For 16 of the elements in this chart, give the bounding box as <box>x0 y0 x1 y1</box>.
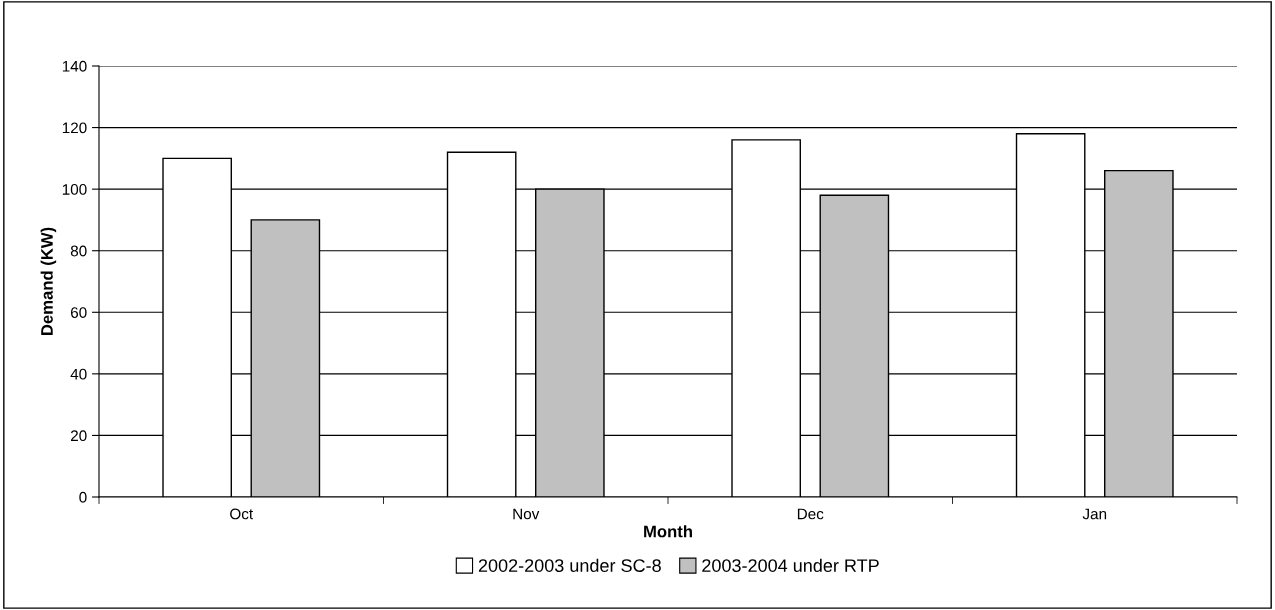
x-tick-label: Oct <box>230 508 254 520</box>
legend-label: 2002-2003 under SC-8 <box>478 558 661 572</box>
legend-label: 2003-2004 under RTP <box>702 558 879 572</box>
y-tick-label: 0 <box>79 491 87 503</box>
y-tick-label: 120 <box>62 122 87 134</box>
y-tick-label: 80 <box>70 245 87 257</box>
y-tick-label: 100 <box>62 184 87 195</box>
y-tick-label: 140 <box>62 60 87 72</box>
x-axis-title: Month <box>644 525 692 538</box>
y-axis-title: Demand (KW) <box>40 227 57 336</box>
x-tick-label: Nov <box>513 508 540 520</box>
y-tick-label: 20 <box>70 430 87 442</box>
y-tick-label: 40 <box>70 368 87 380</box>
x-tick-label: Jan <box>1082 508 1107 520</box>
y-tick-label: 60 <box>70 307 87 318</box>
x-tick-label: Dec <box>797 508 824 520</box>
